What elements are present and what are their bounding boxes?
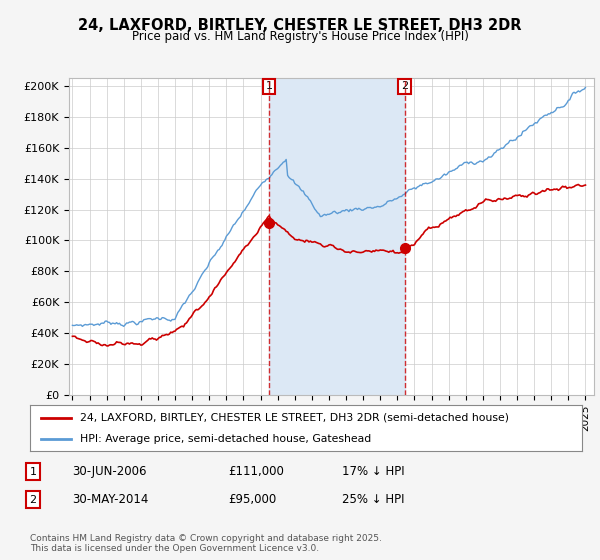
Bar (269, 78, 404, 395)
Text: 2: 2 (401, 81, 408, 91)
Text: 30-JUN-2006: 30-JUN-2006 (72, 465, 146, 478)
Text: 2: 2 (29, 494, 37, 505)
Text: Contains HM Land Registry data © Crown copyright and database right 2025.
This d: Contains HM Land Registry data © Crown c… (30, 534, 382, 553)
Text: HPI: Average price, semi-detached house, Gateshead: HPI: Average price, semi-detached house,… (80, 435, 371, 444)
Text: £95,000: £95,000 (228, 493, 276, 506)
Text: 1: 1 (266, 81, 272, 91)
Text: 1: 1 (29, 466, 37, 477)
Text: 25% ↓ HPI: 25% ↓ HPI (342, 493, 404, 506)
Text: 24, LAXFORD, BIRTLEY, CHESTER LE STREET, DH3 2DR (semi-detached house): 24, LAXFORD, BIRTLEY, CHESTER LE STREET,… (80, 413, 509, 423)
Text: £111,000: £111,000 (228, 465, 284, 478)
Text: 17% ↓ HPI: 17% ↓ HPI (342, 465, 404, 478)
Text: 24, LAXFORD, BIRTLEY, CHESTER LE STREET, DH3 2DR: 24, LAXFORD, BIRTLEY, CHESTER LE STREET,… (78, 18, 522, 33)
Text: Price paid vs. HM Land Registry's House Price Index (HPI): Price paid vs. HM Land Registry's House … (131, 30, 469, 43)
Text: 30-MAY-2014: 30-MAY-2014 (72, 493, 148, 506)
